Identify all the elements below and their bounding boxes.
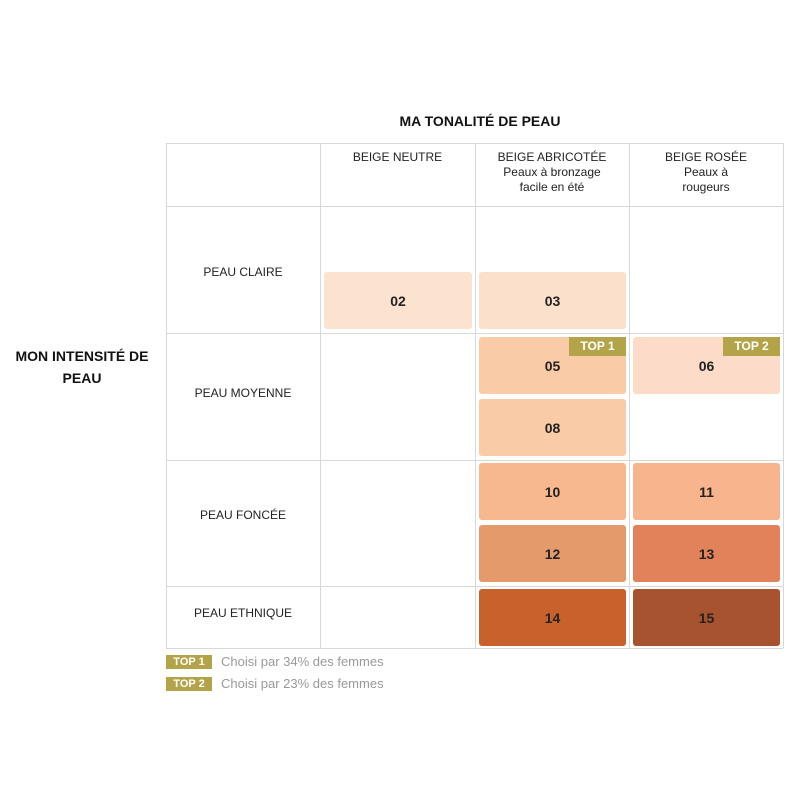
shade-swatch: 15 (633, 589, 780, 646)
column-header: BEIGE ABRICOTÉE Peaux à bronzage facile e… (475, 150, 629, 195)
grid-line (166, 143, 167, 648)
top-badge: TOP 2 (723, 337, 780, 356)
shade-swatch: 14 (479, 589, 626, 646)
legend-text: Choisi par 34% des femmes (221, 654, 384, 669)
grid-line (166, 206, 783, 207)
grid-line (629, 143, 630, 648)
column-header: BEIGE ROSÉE Peaux à rougeurs (629, 150, 783, 195)
row-label: PEAU ETHNIQUE (193, 606, 292, 620)
grid-line (475, 143, 476, 648)
grid-line (166, 460, 783, 461)
shade-swatch: 03 (479, 272, 626, 329)
row-label: PEAU FONCÉE (199, 508, 286, 522)
column-title: BEIGE NEUTRE (352, 150, 443, 164)
grid-line (166, 333, 783, 334)
grid-line (783, 143, 784, 648)
shade-swatch: 13 (633, 525, 780, 582)
grid-line (166, 586, 783, 587)
shade-swatch: 11 (633, 463, 780, 520)
shade-swatch: 10 (479, 463, 626, 520)
shade-swatch: 02 (324, 272, 472, 329)
row-label: PEAU CLAIRE (203, 265, 283, 279)
column-title: BEIGE ABRICOTÉE (497, 150, 607, 164)
shade-swatch: 08 (479, 399, 626, 456)
legend-text: Choisi par 23% des femmes (221, 676, 384, 691)
legend-badge: TOP 1 (166, 655, 212, 669)
column-header: BEIGE NEUTRE (320, 150, 475, 165)
column-subtitle: Peaux à bronzage facile en été (503, 165, 601, 194)
title: MA TONALITÉ DE PEAU (399, 113, 561, 129)
row-label: PEAU MOYENNE (194, 386, 292, 400)
shade-swatch: 12 (479, 525, 626, 582)
grid-line (166, 143, 783, 144)
column-subtitle: Peaux à rougeurs (682, 165, 730, 194)
legend-badge: TOP 2 (166, 677, 212, 691)
grid-line (166, 648, 783, 649)
column-title: BEIGE ROSÉE (664, 150, 748, 164)
row-axis-label: MON INTENSITÉ DE PEAU (15, 348, 149, 386)
top-badge: TOP 1 (569, 337, 626, 356)
grid-line (320, 143, 321, 648)
